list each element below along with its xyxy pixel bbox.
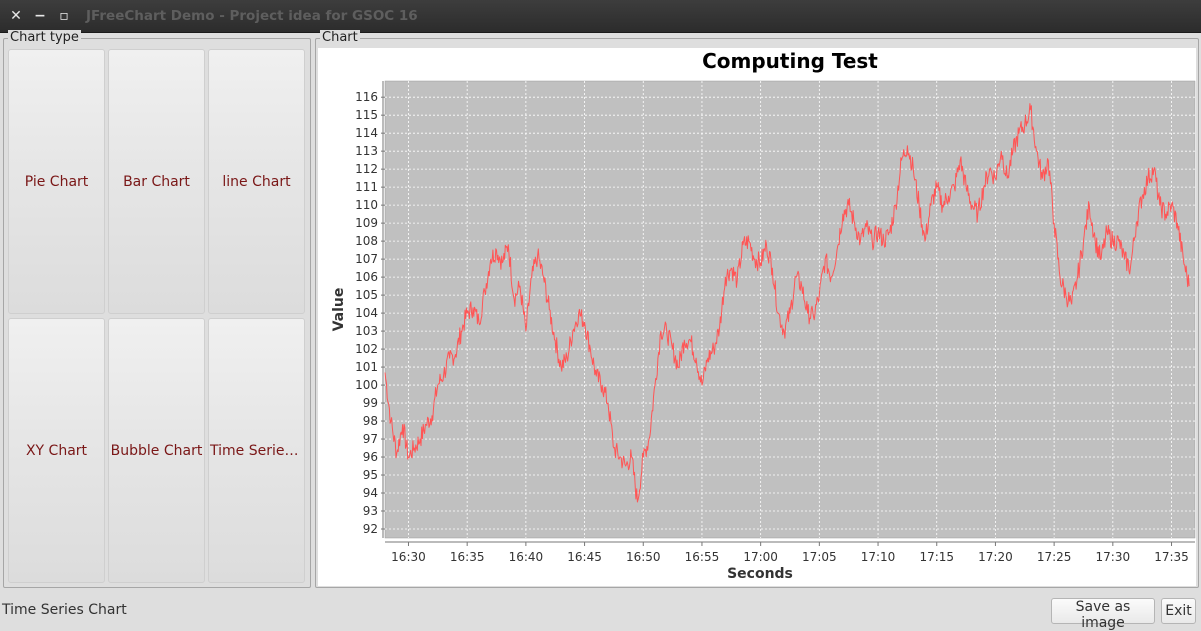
y-tick-label: 115	[355, 108, 378, 122]
y-tick-label: 95	[363, 468, 378, 482]
y-tick-label: 96	[363, 450, 378, 464]
chart-group: Chart	[315, 30, 1199, 588]
save-as-image-button[interactable]: Save as image	[1051, 598, 1155, 631]
y-tick-label: 109	[355, 216, 378, 230]
x-tick-label: 16:30	[391, 550, 426, 564]
minimize-window-icon[interactable]: −	[34, 8, 46, 24]
bar-chart-button[interactable]: Bar Chart	[108, 49, 205, 314]
x-tick-label: 17:05	[802, 550, 837, 564]
x-tick-label: 16:40	[509, 550, 544, 564]
y-tick-label: 93	[363, 504, 378, 518]
exit-button[interactable]: Exit	[1161, 598, 1196, 624]
maximize-window-icon[interactable]: ▫	[59, 8, 69, 24]
chart-title: Computing Test	[702, 49, 878, 73]
y-tick-label: 103	[355, 324, 378, 338]
x-tick-label: 17:30	[1096, 550, 1131, 564]
y-tick-label: 105	[355, 288, 378, 302]
y-tick-label: 98	[363, 414, 378, 428]
y-tick-label: 101	[355, 360, 378, 374]
y-tick-label: 99	[363, 396, 378, 410]
x-tick-label: 17:00	[743, 550, 778, 564]
x-tick-label: 16:45	[567, 550, 602, 564]
line-chart-button[interactable]: line Chart	[208, 49, 305, 314]
y-tick-label: 113	[355, 144, 378, 158]
x-tick-label: 16:35	[450, 550, 485, 564]
bubble-chart-button[interactable]: Bubble Chart	[108, 318, 205, 583]
y-tick-label: 107	[355, 252, 378, 266]
y-tick-label: 111	[355, 180, 378, 194]
y-tick-label: 108	[355, 234, 378, 248]
y-tick-label: 94	[363, 486, 378, 500]
y-tick-label: 106	[355, 270, 378, 284]
chart-type-group-label: Chart type	[8, 30, 81, 46]
pie-chart-button[interactable]: Pie Chart	[8, 49, 105, 314]
x-axis-label: Seconds	[727, 566, 793, 582]
y-tick-label: 92	[363, 522, 378, 536]
time-series-chart-button[interactable]: Time Series Chart	[208, 318, 305, 583]
y-tick-label: 102	[355, 342, 378, 356]
y-tick-label: 104	[355, 306, 378, 320]
y-tick-label: 110	[355, 198, 378, 212]
chart-panel: Computing Test 92 93 94 95 96 97 98 99 100 101 102 1…	[318, 48, 1196, 586]
window-title-bar: ✕ − ▫ JFreeChart Demo - Project idea for…	[0, 0, 1201, 33]
x-tick-label: 16:50	[626, 550, 661, 564]
x-tick-label: 17:35	[1154, 550, 1189, 564]
xy-chart-button[interactable]: XY Chart	[8, 318, 105, 583]
x-tick-label: 16:55	[685, 550, 720, 564]
window-title: JFreeChart Demo - Project idea for GSOC …	[86, 8, 418, 24]
chart-group-label: Chart	[320, 30, 360, 46]
y-tick-label: 116	[355, 90, 378, 104]
y-tick-label: 100	[355, 378, 378, 392]
x-tick-label: 17:25	[1037, 550, 1072, 564]
x-tick-label: 17:15	[919, 550, 954, 564]
y-tick-label: 97	[363, 432, 378, 446]
close-window-icon[interactable]: ✕	[10, 8, 22, 24]
time-series-chart: Computing Test 92 93 94 95 96 97 98 99 100 101 102 1…	[331, 49, 1196, 582]
y-tick-label: 112	[355, 162, 378, 176]
status-text: Time Series Chart	[2, 602, 127, 618]
y-tick-label: 114	[355, 126, 378, 140]
x-tick-label: 17:10	[861, 550, 896, 564]
chart-type-group: Chart type	[3, 30, 311, 588]
series-line	[384, 103, 1190, 503]
y-axis-label: Value	[331, 288, 347, 332]
x-tick-label: 17:20	[978, 550, 1013, 564]
